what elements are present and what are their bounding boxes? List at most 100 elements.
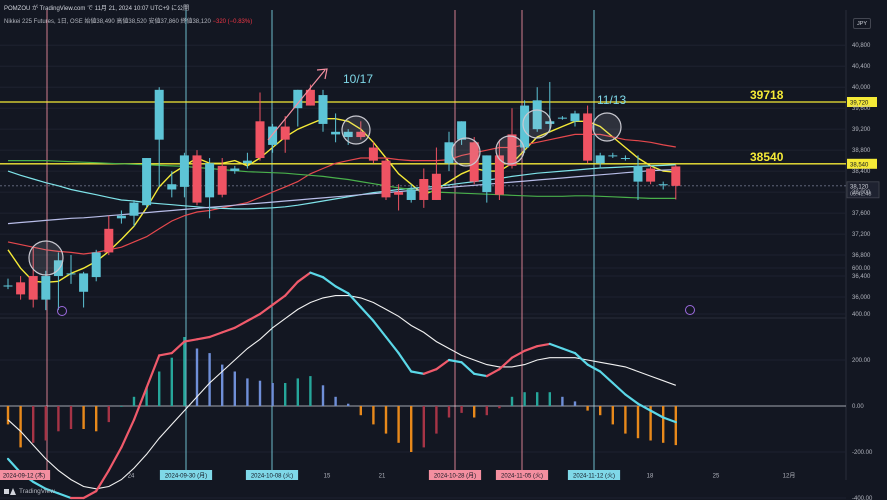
- moving-average-lines: [7, 118, 676, 284]
- candle-body: [583, 113, 593, 161]
- candle-body: [230, 168, 240, 172]
- macd-segment: [372, 319, 388, 339]
- candle-body: [41, 276, 51, 300]
- event-marker-icon[interactable]: [685, 305, 695, 315]
- histogram-bar: [132, 396, 136, 406]
- highlight-circle: [341, 115, 371, 145]
- macd-tick-label: -200.00: [852, 450, 873, 456]
- candle-body: [280, 126, 290, 140]
- candle-body: [608, 155, 618, 157]
- macd-segment: [611, 381, 627, 396]
- time-label-box: [245, 470, 299, 480]
- histogram-bar: [372, 406, 375, 425]
- time-axis: 2024-09-12 (木) 24 2024-09-30 (月) 2024-10-08…: [0, 470, 795, 480]
- macd-segment: [422, 368, 438, 375]
- macd-segment: [662, 416, 677, 424]
- ohlc-high: 高値38,520: [116, 19, 147, 25]
- candle-body: [494, 155, 504, 195]
- histogram-bar: [510, 396, 514, 406]
- histogram-bar: [309, 376, 312, 406]
- price-tick-label: 40,400: [852, 64, 871, 70]
- histogram-bar: [460, 406, 463, 413]
- price-tick-label: 38,800: [852, 148, 871, 154]
- histogram-bar: [636, 406, 640, 439]
- histogram-bar: [662, 406, 665, 443]
- candle-body: [431, 173, 441, 200]
- macd-segment: [536, 342, 551, 348]
- candle-body: [419, 179, 429, 200]
- histogram-bar: [95, 406, 98, 432]
- macd-segment: [170, 340, 186, 355]
- candle-body: [457, 121, 467, 140]
- histogram-bar: [384, 406, 388, 434]
- time-label: 12月: [783, 473, 796, 480]
- macd-segment: [435, 358, 451, 371]
- histogram-bar: [19, 406, 22, 448]
- macd-segment: [309, 271, 325, 279]
- histogram-bar: [674, 406, 677, 446]
- macd-segment: [447, 358, 463, 364]
- candle-body: [520, 105, 530, 148]
- macd-segment: [246, 312, 262, 322]
- macd-segment: [208, 331, 224, 339]
- candle-body: [129, 202, 139, 216]
- histogram-bar: [599, 406, 602, 416]
- histogram-bar: [6, 406, 10, 425]
- highlight-circle: [28, 240, 64, 276]
- histogram-bar: [32, 406, 35, 443]
- signal-line: [7, 295, 676, 490]
- candle-body: [671, 166, 681, 186]
- histogram-bar: [586, 406, 589, 411]
- histogram-bar: [611, 406, 614, 425]
- histogram-bar: [82, 406, 85, 429]
- ohlc-close: 終値38,120: [180, 19, 211, 25]
- instrument-name[interactable]: Nikkei 225 Futures, 1日, OSE: [4, 19, 83, 25]
- macd-segment: [57, 492, 73, 500]
- last-price-countdown: 05:42:48: [850, 191, 871, 197]
- candle-body: [545, 121, 555, 124]
- histogram-bar: [183, 337, 186, 406]
- candle-body: [16, 282, 26, 295]
- macd-segment: [195, 335, 211, 341]
- histogram-bar: [69, 406, 73, 429]
- macd-segment: [334, 285, 350, 295]
- histogram-bar: [523, 392, 526, 406]
- time-label: 15: [324, 474, 331, 480]
- histogram-bar: [233, 371, 236, 406]
- macd-segment: [397, 352, 413, 373]
- highlight-circle: [495, 135, 525, 165]
- histogram-bar: [536, 392, 539, 406]
- macd-segment: [523, 345, 539, 352]
- footer-brand[interactable]: TradingView: [4, 488, 55, 495]
- candle-body: [381, 160, 391, 198]
- candle-body: [167, 184, 177, 190]
- candle-body: [242, 160, 252, 164]
- candle-body: [3, 285, 13, 287]
- event-marker-icon[interactable]: [57, 306, 67, 316]
- time-label: 21: [379, 474, 386, 480]
- macd-segment: [132, 386, 148, 421]
- macd-segment: [145, 354, 161, 389]
- histogram-bar: [397, 406, 400, 443]
- histogram-bar: [334, 396, 337, 406]
- currency-badge[interactable]: JPY: [853, 18, 871, 29]
- macd-tick-label: 200.00: [852, 358, 871, 364]
- candle-body: [318, 95, 328, 124]
- candle-body: [217, 165, 227, 195]
- time-label: 2024-10-28 (月): [434, 473, 476, 480]
- price-tick-label: 37,200: [852, 232, 871, 238]
- ma-line: [7, 133, 676, 255]
- candle-body: [658, 184, 668, 186]
- level-label: 39718: [750, 88, 784, 102]
- ma-line: [7, 169, 676, 225]
- grid-lines: [0, 10, 847, 499]
- trend-arrow: [267, 68, 328, 141]
- candle-body: [142, 158, 152, 206]
- price-tick-label: 36,000: [852, 295, 871, 301]
- candle-body: [154, 89, 164, 140]
- price-tick-label: 36,400: [852, 274, 871, 280]
- histogram-bar: [498, 406, 501, 409]
- level-axis-tag-text: 39,720: [850, 100, 869, 106]
